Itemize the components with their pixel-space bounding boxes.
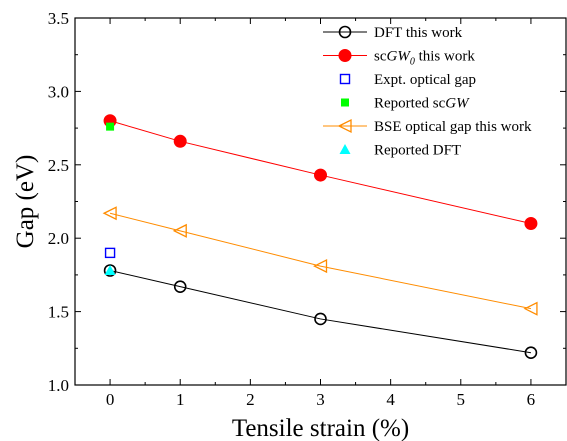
data-point-4-3 [523, 301, 538, 316]
x-tick-label-6: 6 [527, 390, 536, 409]
data-point-1-3 [524, 217, 538, 231]
data-point-0-2 [314, 312, 327, 326]
data-point-4-0 [102, 206, 117, 221]
legend-marker-0 [338, 25, 352, 39]
legend-label-1: scGW0 this work [374, 49, 475, 68]
data-point-1-2 [314, 168, 327, 182]
data-point-0-1 [173, 280, 187, 293]
y-tick-label-1: 1.5 [48, 303, 69, 322]
x-tick-label-3: 3 [316, 390, 325, 409]
x-tick-label-5: 5 [457, 390, 466, 409]
x-tick-label-0: 0 [106, 390, 115, 409]
legend: DFT this work scGW0 this work Expt. optica… [323, 25, 532, 159]
x-tick-label-4: 4 [386, 390, 395, 409]
x-tick-label-1: 1 [176, 390, 185, 409]
data-point-1-1 [173, 134, 187, 148]
data-point-2-0 [104, 247, 116, 259]
series-line-0 [109, 270, 532, 354]
x-axis-title: Tensile strain (%) [232, 415, 409, 441]
data-point-4-1 [172, 223, 187, 238]
axes: 0 1 2 3 4 5 6 1.0 1.5 2.0 2.5 3.0 3.5 [48, 9, 567, 409]
x-tick-label-2: 2 [246, 390, 255, 409]
legend-label-3: Reported scGW [374, 96, 470, 112]
legend-marker-2 [339, 73, 351, 85]
legend-marker-3 [341, 98, 349, 107]
legend-label-2: Expt. optical gap [374, 72, 476, 88]
legend-label-4: BSE optical gap this work [374, 119, 532, 135]
data-point-3-0 [106, 122, 115, 131]
legend-marker-4 [337, 118, 352, 134]
series-line-4 [109, 212, 532, 310]
y-tick-label-2: 2.0 [48, 229, 69, 248]
data-point-0-3 [524, 346, 538, 360]
data-point-5-0 [104, 264, 116, 275]
plot-frame [74, 17, 567, 386]
y-tick-label-4: 3.0 [48, 82, 69, 101]
legend-marker-5 [339, 144, 351, 154]
legend-marker-1 [338, 49, 352, 62]
legend-label-5: Reported DFT [374, 143, 461, 159]
y-tick-label-5: 3.5 [48, 9, 69, 28]
plot-area [102, 114, 538, 360]
y-axis-title: Gap (eV) [12, 155, 39, 249]
series-line-1 [109, 120, 532, 225]
y-tick-label-3: 2.5 [48, 156, 69, 175]
data-point-4-2 [313, 259, 328, 274]
legend-label-0: DFT this work [374, 25, 463, 41]
y-tick-label-0: 1.0 [48, 376, 69, 395]
